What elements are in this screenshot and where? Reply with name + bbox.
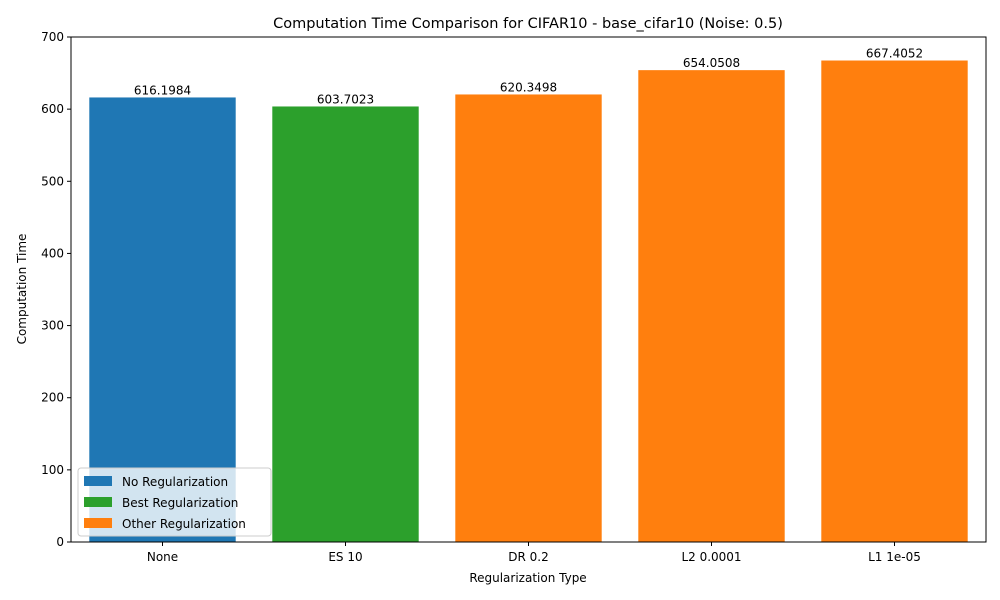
data-label: 603.7023 — [317, 92, 374, 106]
y-tick-label: 300 — [41, 319, 64, 333]
y-tick-label: 400 — [41, 246, 64, 260]
legend-label: Other Regularization — [122, 517, 246, 531]
legend-swatch — [84, 497, 112, 507]
axes-layer: 0 100 200 300 400 500 600 700 None ES 10 DR 0.2 L2 … — [41, 30, 987, 564]
x-tick-label: L2 0.0001 — [681, 550, 741, 564]
data-label: 616.1984 — [134, 83, 191, 97]
y-tick-label: 100 — [41, 463, 64, 477]
x-tick-label: None — [147, 550, 178, 564]
legend-box — [77, 467, 272, 537]
legend-label: No Regularization — [122, 475, 228, 489]
legend-swatch — [84, 518, 112, 528]
data-labels-layer: 616.1984 603.7023 620.3498 654.0508 667.4052 — [134, 47, 923, 107]
y-tick-label: 700 — [41, 30, 64, 44]
data-label: 620.3498 — [500, 80, 557, 94]
legend: No Regularization Best Regularization Othe… — [77, 467, 272, 537]
y-axis-label: Computation Time — [15, 234, 29, 345]
y-tick-label: 500 — [41, 174, 64, 188]
x-tick-label: DR 0.2 — [508, 550, 548, 564]
chart-title: Computation Time Comparison for CIFAR10 … — [273, 16, 783, 32]
bars-layer — [89, 60, 968, 543]
y-tick-label: 600 — [41, 102, 64, 116]
x-axis-label: Regularization Type — [469, 571, 586, 585]
y-tick-label: 200 — [41, 391, 64, 405]
legend-label: Best Regularization — [122, 496, 238, 510]
data-label: 654.0508 — [683, 56, 740, 70]
bar-l2-0-0001 — [638, 70, 785, 543]
bar-l1-1e-05 — [821, 60, 968, 542]
legend-swatch — [84, 476, 112, 486]
data-label: 667.4052 — [866, 47, 923, 61]
y-tick-label: 0 — [56, 535, 64, 549]
bar-dr-0-2 — [455, 94, 602, 543]
x-tick-label: ES 10 — [328, 550, 362, 564]
x-tick-label: L1 1e-05 — [868, 550, 921, 564]
bar-es-10 — [272, 106, 419, 542]
